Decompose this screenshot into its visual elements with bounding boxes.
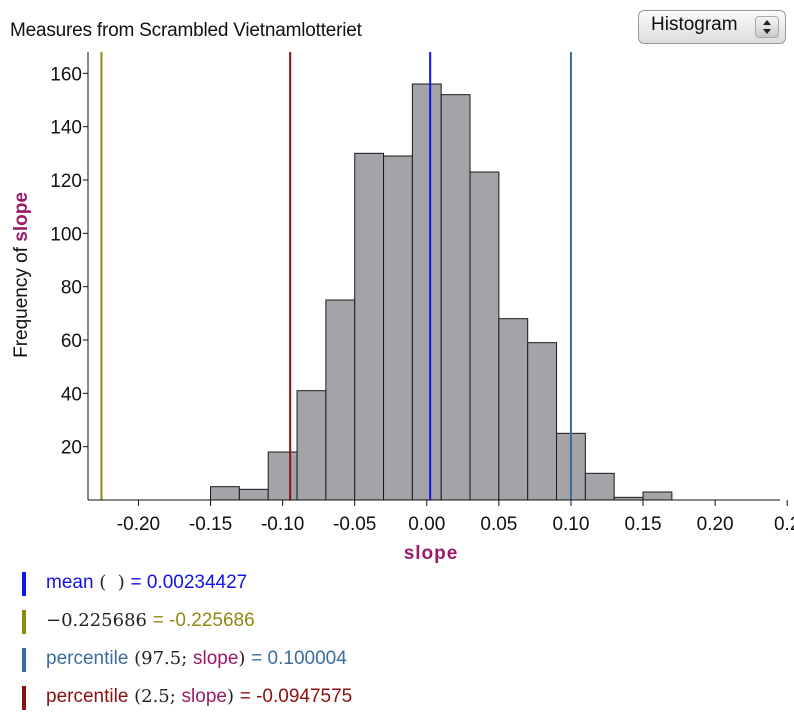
legend-paren-open: (: [93, 572, 107, 593]
histogram-bar: [411, 83, 442, 501]
histogram-bar: [383, 155, 413, 501]
x-tick-label: 0.15: [625, 514, 662, 535]
histogram-chart: -0.20 -0.15 -0.10 -0.05 0.00 0.05 0.10 0.15 0.20…: [11, 52, 794, 564]
histogram-bar: [354, 152, 385, 501]
histogram-bar: [469, 171, 500, 501]
legend-argument: slope: [181, 686, 227, 707]
x-tick-label: -0.05: [333, 514, 376, 535]
legend-function: percentile: [46, 648, 129, 669]
legend-result: = -0.0947575: [239, 686, 353, 707]
y-tick-label: 80: [61, 278, 82, 299]
x-ticks-group: -0.20 -0.15 -0.10 -0.05 0.00 0.05 0.10 0.15 0.20…: [117, 500, 794, 535]
legend-function: mean: [46, 572, 94, 593]
legend-formula: −0.225686 = -0.225686: [46, 610, 255, 632]
y-axis-label-attribute: slope: [11, 192, 32, 242]
legend-paren-open: (97.5;: [128, 648, 193, 669]
legend-argument: −0.225686: [46, 610, 147, 631]
histogram-bar: [296, 390, 327, 501]
histogram-bar: [584, 472, 615, 501]
graph-type-value: Histogram: [651, 14, 738, 35]
legend-color-swatch: [22, 686, 26, 710]
legend-paren-close: ): [106, 572, 131, 593]
legend-paren-close: ): [238, 648, 252, 669]
legend-paren-open: (2.5;: [128, 686, 182, 707]
y-tick-label: 40: [61, 384, 82, 405]
legend-function: percentile: [46, 686, 129, 707]
histogram-bar: [642, 491, 673, 501]
up-down-arrows-icon: [755, 16, 779, 38]
histogram-bar: [440, 94, 471, 501]
legend-formula: percentile (97.5; slope) = 0.100004: [46, 648, 347, 670]
x-tick-label: 0.20: [697, 514, 734, 535]
x-axis-label: slope: [404, 543, 459, 564]
graph-type-select[interactable]: Histogram: [638, 10, 786, 44]
histogram-bar: [210, 486, 240, 501]
legend-row[interactable]: percentile (2.5; slope) = -0.0947575: [22, 684, 782, 714]
x-tick-label: 0.2: [774, 514, 794, 535]
y-tick-label: 160: [50, 64, 82, 85]
x-tick-label: -0.10: [261, 514, 304, 535]
chart-title: Measures from Scrambled Vietnamlotteriet: [10, 20, 362, 41]
histogram-bar: [325, 299, 356, 501]
x-tick-label: 0.10: [552, 514, 589, 535]
bars-group: [210, 83, 673, 501]
legend-color-swatch: [22, 572, 26, 596]
histogram-bar: [267, 451, 298, 501]
legend-formula: mean ( ) = 0.00234427: [46, 572, 247, 594]
y-tick-label: 140: [50, 118, 82, 139]
y-ticks-group: 20 40 60 80 100 120 140 160: [50, 64, 88, 459]
y-tick-label: 60: [61, 331, 82, 352]
histogram-bar: [527, 342, 558, 501]
legend-result: = -0.225686: [152, 610, 255, 631]
reference-lines-group: [100, 52, 572, 500]
legend-result: = 0.100004: [251, 648, 347, 669]
y-tick-label: 120: [50, 171, 82, 192]
x-tick-label: -0.15: [189, 514, 232, 535]
legend-row[interactable]: percentile (97.5; slope) = 0.100004: [22, 646, 782, 676]
legend-formula: percentile (2.5; slope) = -0.0947575: [46, 686, 352, 708]
histogram-bar: [498, 318, 529, 501]
histogram-bar: [238, 488, 269, 501]
legend-argument: slope: [193, 648, 239, 669]
legend-row[interactable]: mean ( ) = 0.00234427: [22, 570, 782, 600]
legend-color-swatch: [22, 648, 26, 672]
x-tick-label: 0.00: [408, 514, 445, 535]
y-tick-label: 100: [50, 224, 82, 245]
y-tick-label: 20: [61, 438, 82, 459]
x-tick-label: 0.05: [480, 514, 517, 535]
y-axis-label: Frequency of slope: [11, 192, 32, 358]
legend-paren-close: ): [226, 686, 240, 707]
legend-color-swatch: [22, 610, 26, 634]
legend-result: = 0.00234427: [130, 572, 248, 593]
legend-row[interactable]: −0.225686 = -0.225686: [22, 608, 782, 638]
y-axis-label-prefix: Frequency of: [11, 242, 32, 358]
x-tick-label: -0.20: [117, 514, 160, 535]
